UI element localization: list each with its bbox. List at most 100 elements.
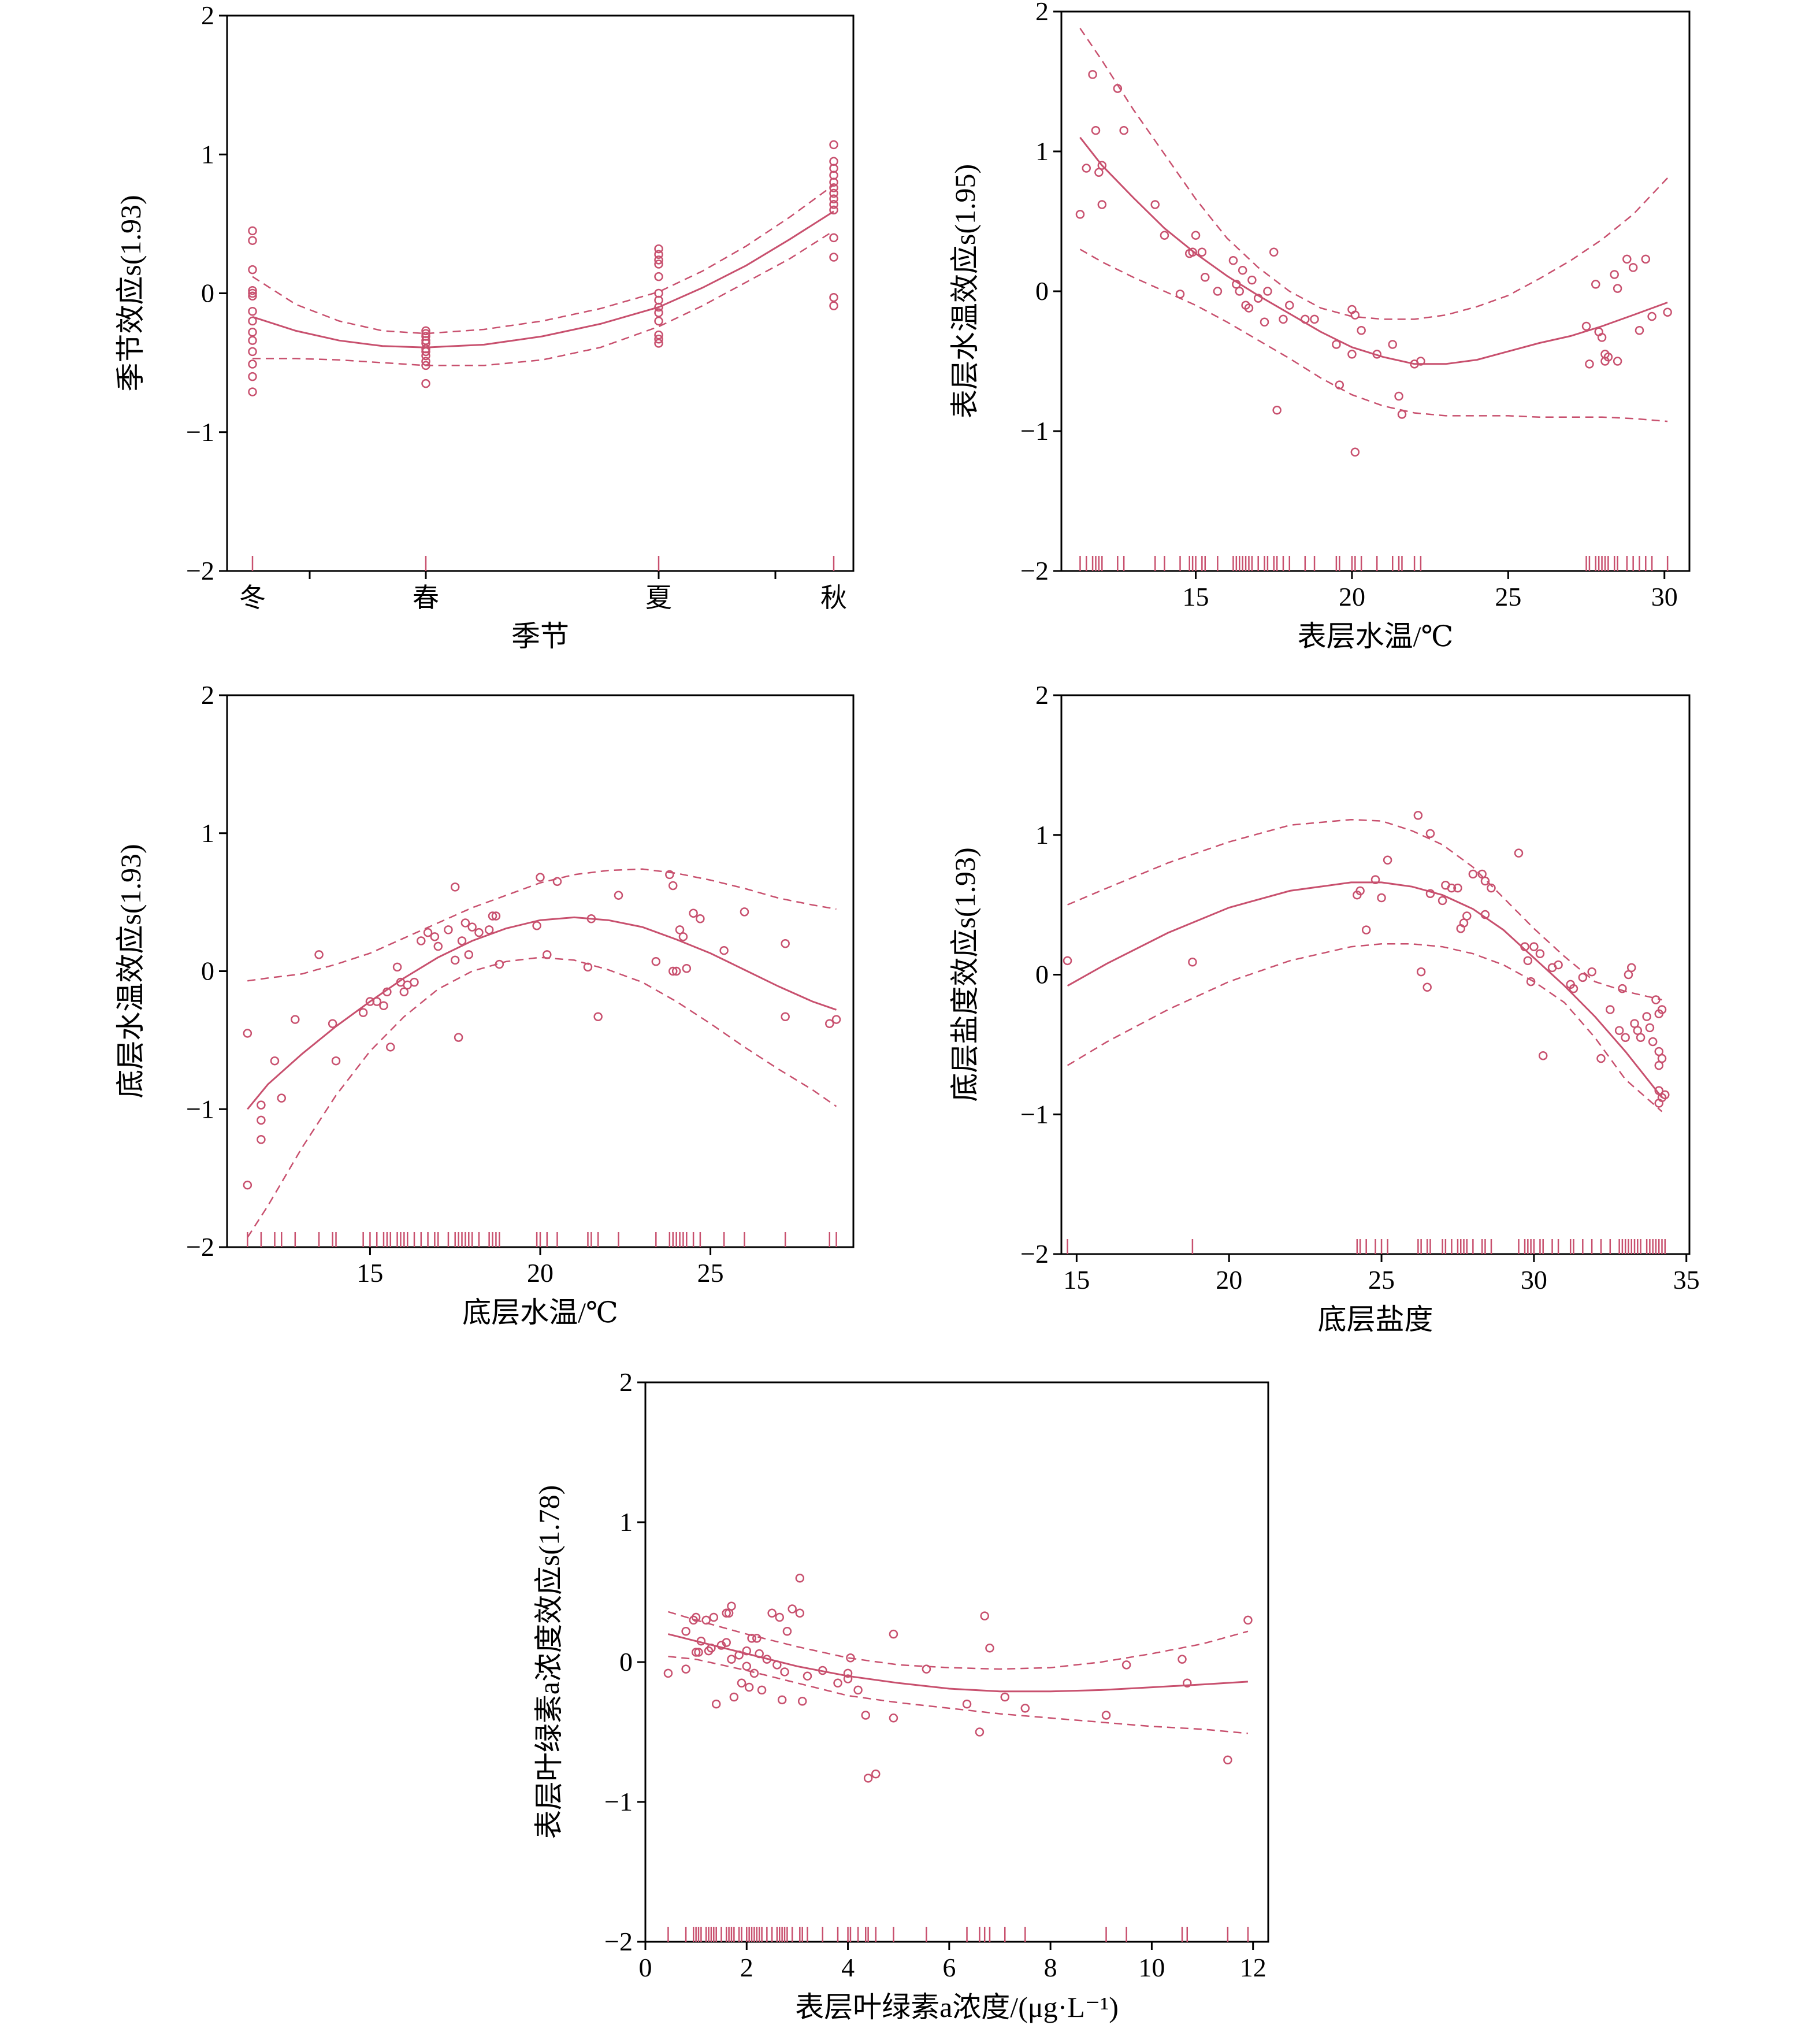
smooth-fit-line bbox=[247, 916, 837, 1110]
data-point bbox=[1188, 247, 1197, 257]
data-point bbox=[663, 1668, 673, 1678]
data-point bbox=[829, 140, 838, 150]
x-tick-label: 12 bbox=[1240, 1953, 1266, 1982]
data-point bbox=[1228, 256, 1238, 265]
data-point bbox=[399, 987, 409, 997]
data-point bbox=[1075, 210, 1085, 219]
data-point bbox=[694, 1648, 703, 1657]
data-point bbox=[742, 1646, 752, 1656]
data-point bbox=[871, 1769, 881, 1779]
data-point bbox=[711, 1699, 721, 1709]
data-point bbox=[543, 950, 552, 959]
data-point bbox=[1585, 359, 1594, 369]
data-point bbox=[1223, 1755, 1232, 1765]
x-tick-label: 0 bbox=[639, 1953, 652, 1982]
data-point bbox=[1235, 287, 1245, 296]
data-point bbox=[742, 1661, 752, 1671]
data-point bbox=[668, 881, 678, 891]
data-point bbox=[1535, 949, 1545, 958]
y-tick-label: 0 bbox=[1035, 276, 1049, 306]
data-point bbox=[1244, 303, 1254, 313]
data-point bbox=[430, 932, 440, 941]
data-point bbox=[1232, 280, 1241, 289]
data-point bbox=[1416, 967, 1426, 977]
data-point bbox=[1188, 957, 1197, 967]
x-tick-label: 35 bbox=[1673, 1265, 1700, 1295]
data-point bbox=[1388, 340, 1397, 349]
data-point bbox=[709, 1612, 719, 1622]
data-point bbox=[1628, 263, 1638, 272]
y-axis-label: 表层叶绿素a浓度效应s(1.78) bbox=[533, 1485, 565, 1839]
data-point bbox=[417, 936, 426, 945]
data-point bbox=[691, 1648, 701, 1657]
data-point bbox=[829, 177, 838, 187]
data-point bbox=[1197, 247, 1207, 257]
data-point bbox=[410, 977, 419, 987]
y-tick-label: −2 bbox=[1020, 1239, 1049, 1269]
data-point bbox=[1645, 1023, 1655, 1033]
y-tick-label: −1 bbox=[604, 1787, 633, 1816]
y-tick-label: 0 bbox=[201, 956, 214, 986]
data-point bbox=[1591, 280, 1600, 289]
data-point bbox=[727, 1655, 736, 1664]
data-point bbox=[829, 292, 838, 302]
data-point bbox=[593, 1012, 603, 1022]
data-point bbox=[1480, 876, 1490, 886]
x-tick-label: 8 bbox=[1044, 1953, 1057, 1982]
data-point bbox=[1350, 310, 1360, 320]
data-point bbox=[467, 922, 477, 932]
data-point bbox=[752, 1634, 762, 1643]
data-point bbox=[1150, 200, 1160, 209]
data-point bbox=[654, 339, 663, 348]
data-point bbox=[1468, 869, 1478, 879]
data-point bbox=[1641, 254, 1651, 264]
panel-season: −2 −1 0 1 2 冬 春 夏 秋季节 季节效应s(1.93) bbox=[114, 1, 855, 652]
data-point bbox=[1063, 956, 1072, 966]
data-point bbox=[382, 987, 392, 997]
data-point bbox=[1347, 350, 1357, 359]
data-point bbox=[248, 291, 257, 301]
data-point bbox=[1613, 357, 1622, 366]
data-point bbox=[863, 1774, 873, 1783]
data-point bbox=[1183, 1678, 1192, 1688]
data-point bbox=[291, 1015, 300, 1024]
data-point bbox=[985, 1644, 994, 1653]
data-point bbox=[421, 379, 430, 388]
data-point bbox=[1253, 294, 1263, 303]
plot-frame bbox=[226, 694, 855, 1248]
data-point bbox=[831, 1015, 841, 1024]
data-point bbox=[671, 966, 681, 976]
data-point bbox=[532, 921, 541, 930]
data-point bbox=[1332, 340, 1341, 349]
x-tick-label: 25 bbox=[697, 1258, 724, 1288]
data-point bbox=[421, 347, 430, 357]
y-tick-label: 2 bbox=[1035, 680, 1049, 710]
y-tick-label: −2 bbox=[604, 1927, 633, 1956]
data-point bbox=[975, 1727, 985, 1737]
data-point bbox=[681, 1664, 690, 1674]
data-point bbox=[243, 1180, 252, 1190]
data-point bbox=[1648, 1037, 1658, 1047]
data-point bbox=[1554, 960, 1563, 970]
data-point bbox=[1357, 326, 1366, 335]
data-point bbox=[421, 326, 430, 336]
data-point bbox=[829, 233, 838, 243]
data-point bbox=[1606, 1005, 1615, 1014]
data-point bbox=[457, 936, 467, 945]
smooth-fit-line bbox=[252, 210, 834, 348]
x-tick-label: 20 bbox=[527, 1258, 554, 1288]
data-point bbox=[1614, 1026, 1624, 1035]
data-point bbox=[782, 1627, 792, 1636]
data-point bbox=[843, 1674, 853, 1683]
data-point bbox=[257, 1100, 266, 1110]
data-point bbox=[780, 1667, 789, 1677]
data-point bbox=[248, 372, 257, 381]
data-point bbox=[1160, 231, 1169, 240]
data-point bbox=[1377, 893, 1386, 903]
data-point bbox=[722, 1608, 731, 1618]
data-point bbox=[450, 882, 460, 892]
data-point bbox=[654, 316, 663, 326]
data-point bbox=[668, 966, 678, 976]
data-point bbox=[829, 301, 838, 310]
